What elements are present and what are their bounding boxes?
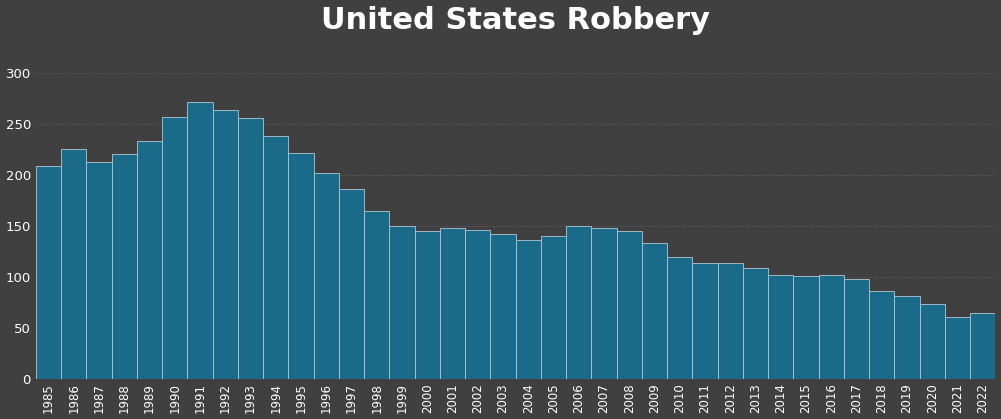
Bar	[339, 189, 364, 379]
Bar	[238, 118, 263, 379]
Bar	[490, 234, 516, 379]
Bar	[61, 150, 86, 379]
Bar	[920, 304, 945, 379]
Title: United States Robbery: United States Robbery	[321, 5, 710, 34]
Bar	[592, 228, 617, 379]
Bar	[718, 264, 743, 379]
Bar	[541, 236, 567, 379]
Bar	[970, 313, 995, 379]
Bar	[439, 228, 465, 379]
Bar	[567, 226, 592, 379]
Bar	[819, 275, 844, 379]
Bar	[313, 173, 339, 379]
Bar	[111, 155, 137, 379]
Bar	[794, 276, 819, 379]
Bar	[364, 210, 389, 379]
Bar	[36, 166, 61, 379]
Bar	[617, 231, 642, 379]
Bar	[162, 117, 187, 379]
Bar	[465, 230, 490, 379]
Bar	[86, 162, 111, 379]
Bar	[945, 318, 970, 379]
Bar	[187, 101, 212, 379]
Bar	[693, 264, 718, 379]
Bar	[263, 136, 288, 379]
Bar	[869, 291, 895, 379]
Bar	[212, 110, 238, 379]
Bar	[414, 231, 439, 379]
Bar	[288, 153, 313, 379]
Bar	[768, 275, 794, 379]
Bar	[516, 240, 541, 379]
Bar	[667, 257, 693, 379]
Bar	[895, 296, 920, 379]
Bar	[743, 268, 768, 379]
Bar	[844, 279, 869, 379]
Bar	[389, 226, 414, 379]
Bar	[137, 141, 162, 379]
Bar	[642, 243, 667, 379]
